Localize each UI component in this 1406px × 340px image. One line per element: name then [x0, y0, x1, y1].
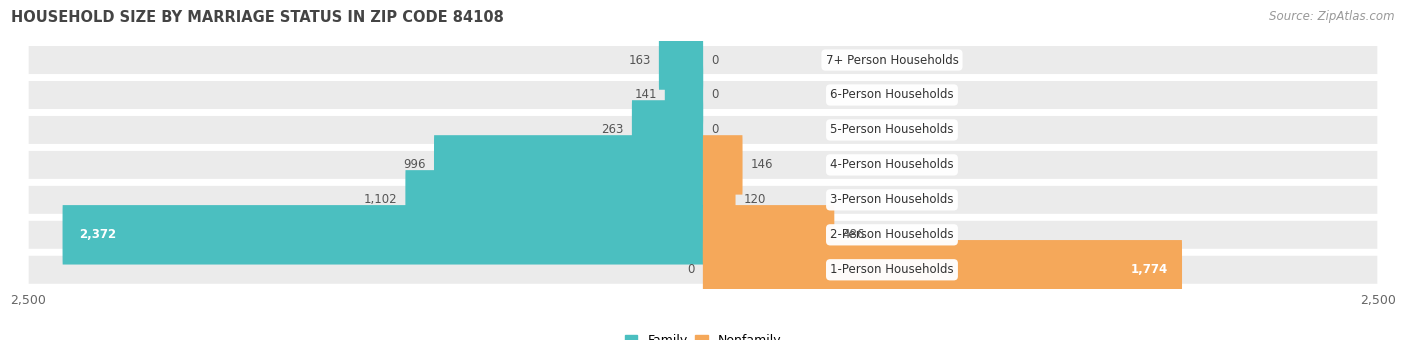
- FancyBboxPatch shape: [703, 170, 735, 230]
- Text: 263: 263: [602, 123, 624, 136]
- FancyBboxPatch shape: [28, 151, 1378, 179]
- FancyBboxPatch shape: [28, 81, 1378, 109]
- Text: 2-Person Households: 2-Person Households: [830, 228, 953, 241]
- Text: 1-Person Households: 1-Person Households: [830, 263, 953, 276]
- FancyBboxPatch shape: [28, 221, 1378, 249]
- Text: 5-Person Households: 5-Person Households: [830, 123, 953, 136]
- FancyBboxPatch shape: [631, 100, 703, 160]
- FancyBboxPatch shape: [405, 170, 703, 230]
- FancyBboxPatch shape: [28, 46, 1378, 74]
- FancyBboxPatch shape: [703, 135, 742, 194]
- Text: 146: 146: [751, 158, 773, 171]
- FancyBboxPatch shape: [28, 116, 1378, 144]
- FancyBboxPatch shape: [703, 240, 1182, 300]
- FancyBboxPatch shape: [659, 30, 703, 90]
- Text: 0: 0: [711, 53, 718, 67]
- Text: Source: ZipAtlas.com: Source: ZipAtlas.com: [1270, 10, 1395, 23]
- FancyBboxPatch shape: [28, 186, 1378, 214]
- Text: 120: 120: [744, 193, 766, 206]
- FancyBboxPatch shape: [703, 205, 834, 265]
- Text: 4-Person Households: 4-Person Households: [830, 158, 953, 171]
- Text: 163: 163: [628, 53, 651, 67]
- Text: 3-Person Households: 3-Person Households: [830, 193, 953, 206]
- Text: HOUSEHOLD SIZE BY MARRIAGE STATUS IN ZIP CODE 84108: HOUSEHOLD SIZE BY MARRIAGE STATUS IN ZIP…: [11, 10, 505, 25]
- Text: 1,102: 1,102: [364, 193, 398, 206]
- FancyBboxPatch shape: [434, 135, 703, 194]
- Text: 7+ Person Households: 7+ Person Households: [825, 53, 959, 67]
- Text: 996: 996: [404, 158, 426, 171]
- FancyBboxPatch shape: [665, 65, 703, 125]
- Text: 2,372: 2,372: [79, 228, 117, 241]
- Text: 0: 0: [711, 88, 718, 101]
- Text: 0: 0: [711, 123, 718, 136]
- Text: 486: 486: [842, 228, 865, 241]
- FancyBboxPatch shape: [62, 205, 703, 265]
- Legend: Family, Nonfamily: Family, Nonfamily: [620, 329, 786, 340]
- Text: 141: 141: [634, 88, 657, 101]
- FancyBboxPatch shape: [28, 256, 1378, 284]
- Text: 0: 0: [688, 263, 695, 276]
- Text: 6-Person Households: 6-Person Households: [830, 88, 953, 101]
- Text: 1,774: 1,774: [1132, 263, 1168, 276]
